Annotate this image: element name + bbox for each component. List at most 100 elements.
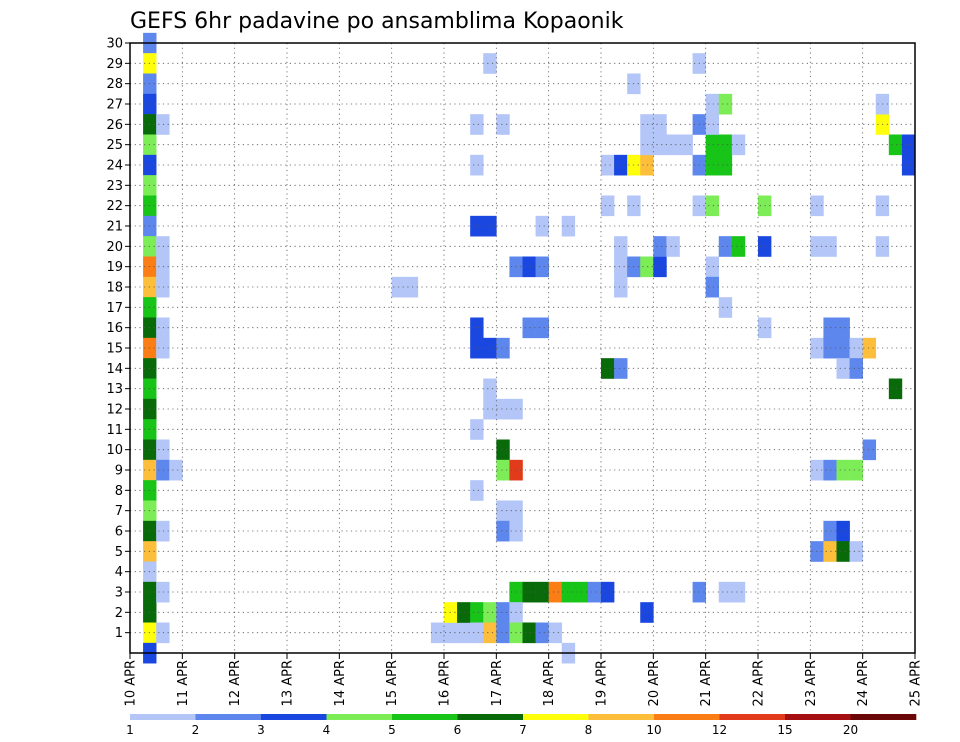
y-tick-label: 8 <box>115 484 123 499</box>
heatmap-cell <box>156 256 170 278</box>
heatmap-cell <box>548 581 563 603</box>
colorbar-swatch <box>457 714 524 720</box>
grid-lines <box>130 42 915 653</box>
heatmap-cell <box>640 256 654 278</box>
heatmap-cell <box>823 541 837 562</box>
y-tick-label: 28 <box>106 77 123 92</box>
heatmap-cell <box>470 480 484 501</box>
heatmap-cell <box>535 622 549 644</box>
colorbar-label: 4 <box>323 723 331 737</box>
colorbar-swatch <box>326 714 393 720</box>
heatmap-cell <box>640 134 654 156</box>
heatmap-cell <box>470 317 484 339</box>
heatmap-cell <box>470 114 484 135</box>
x-tick-label: 16 APR <box>438 660 453 706</box>
x-tick-label: 10 APR <box>124 660 139 706</box>
heatmap-cell <box>483 622 497 644</box>
heatmap-cell <box>601 195 615 217</box>
heatmap-cell <box>836 459 850 481</box>
heatmap-cell <box>483 53 497 74</box>
heatmap-cell <box>901 154 916 176</box>
x-tick-label: 21 APR <box>699 660 714 706</box>
heatmap-cell <box>666 134 680 156</box>
heatmap-cell <box>483 337 497 359</box>
heatmap-cell <box>718 581 733 603</box>
heatmap-cell <box>156 622 170 644</box>
colorbar-label: 12 <box>712 723 727 737</box>
heatmap-cell <box>836 317 850 339</box>
heatmap-cell <box>522 256 536 278</box>
heatmap-cell <box>496 114 510 135</box>
colorbar-swatch <box>785 714 851 720</box>
heatmap-cell <box>614 154 628 176</box>
y-tick-label: 16 <box>106 321 123 336</box>
heatmap-cell <box>653 236 667 257</box>
heatmap-cell <box>614 358 628 379</box>
heatmap-cell <box>470 602 484 623</box>
heatmap-cell <box>901 134 916 156</box>
heatmap-cell <box>156 459 170 481</box>
heatmap-cell <box>823 337 837 359</box>
y-tick-label: 1 <box>115 626 123 641</box>
heatmap-cell <box>836 337 850 359</box>
heatmap-cell <box>470 622 484 644</box>
colorbar-swatch <box>654 714 720 720</box>
heatmap-cell <box>522 622 536 644</box>
colorbar-swatch <box>719 714 786 720</box>
heatmap-cell <box>535 256 549 278</box>
y-tick-label: 22 <box>106 199 123 214</box>
heatmap-cell <box>862 337 877 359</box>
x-tick-label: 18 APR <box>542 660 557 706</box>
heatmap-cell <box>496 622 510 644</box>
y-tick-label: 21 <box>106 220 123 235</box>
heatmap-cell <box>561 215 576 237</box>
y-tick-label: 27 <box>106 98 123 113</box>
heatmap-cell <box>718 93 733 115</box>
heatmap-cell <box>705 276 720 298</box>
heatmap-cell <box>470 154 484 176</box>
y-tick-label: 29 <box>106 57 123 72</box>
heatmap-cell <box>823 317 837 339</box>
colorbar-swatch <box>523 714 589 720</box>
heatmap-cell <box>156 317 170 339</box>
heatmap-cell <box>496 439 510 461</box>
heatmap-cell <box>705 134 720 156</box>
heatmap-cell <box>496 602 510 623</box>
heatmap-cell <box>496 520 510 542</box>
heatmap-cell <box>666 236 680 257</box>
y-tick-label: 4 <box>115 565 123 580</box>
heatmap-cell <box>496 398 510 420</box>
heatmap-cell <box>430 622 445 644</box>
x-tick-label: 19 APR <box>595 660 610 706</box>
y-tick-label: 3 <box>115 586 123 601</box>
y-tick-label: 15 <box>106 342 123 357</box>
heatmap-cell <box>731 236 746 257</box>
heatmap-cell <box>548 622 563 644</box>
heatmap-cell <box>653 114 667 135</box>
heatmap-cell <box>823 236 837 257</box>
heatmap-cell <box>653 256 667 278</box>
y-tick-label: 13 <box>106 382 123 397</box>
y-tick-label: 17 <box>106 301 123 316</box>
heatmap-cell <box>496 500 510 522</box>
heatmap-cell <box>470 337 484 359</box>
heatmap-cell <box>836 520 850 542</box>
heatmap-cell <box>731 581 746 603</box>
heatmap-cell <box>614 276 628 298</box>
x-tick-label: 15 APR <box>385 660 400 706</box>
colorbar-swatch <box>392 714 458 720</box>
heatmap-cell <box>156 337 170 359</box>
y-tick-label: 11 <box>106 423 123 438</box>
heatmap-cell <box>496 337 510 359</box>
y-tick-label: 5 <box>115 545 123 560</box>
heatmap-cell <box>679 134 693 156</box>
y-tick-label: 30 <box>106 37 123 52</box>
x-tick-label: 20 APR <box>647 660 662 706</box>
heatmap-cell <box>888 378 903 400</box>
colorbar-label: 8 <box>585 723 593 737</box>
y-axis: 1234567891011121314151617181920212223242… <box>106 37 130 641</box>
x-tick-label: 14 APR <box>333 660 348 706</box>
colorbar-swatch <box>195 714 262 720</box>
x-tick-label: 11 APR <box>176 660 191 706</box>
